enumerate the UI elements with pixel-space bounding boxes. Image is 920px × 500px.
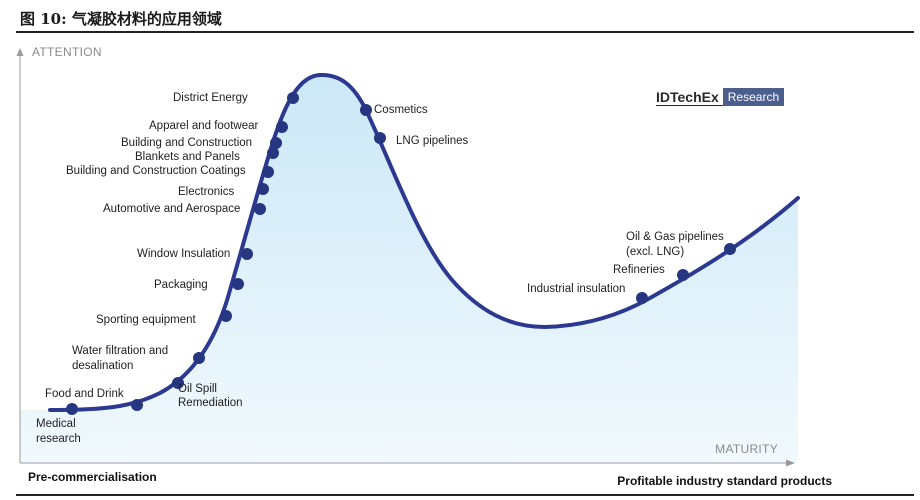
point-electronics: Electronics — [178, 183, 269, 198]
point-medical-research: Medical research — [36, 403, 81, 445]
point-label: Medical research — [36, 418, 81, 445]
point-label: District Energy — [173, 92, 248, 104]
point-water-filtration: Water filtration and desalination — [72, 345, 205, 372]
x-axis-arrow-icon — [786, 459, 795, 467]
point-marker — [677, 269, 689, 281]
point-label-line: Sporting equipment — [96, 314, 197, 326]
point-marker — [193, 352, 205, 364]
point-label-line: Remediation — [178, 397, 243, 409]
point-label-line: Refineries — [613, 264, 665, 276]
point-label-line: Oil Spill — [178, 383, 217, 395]
point-label: LNG pipelines — [396, 135, 468, 147]
point-marker — [257, 183, 269, 195]
logo-sub-text: Research — [722, 88, 785, 106]
point-building-construction: Building and Construction — [121, 137, 282, 149]
point-label-line: Building and Construction Coatings — [66, 165, 246, 177]
point-label-line: Automotive and Aerospace — [103, 203, 240, 215]
point-district-energy: District Energy — [173, 92, 299, 104]
y-axis-label: ATTENTION — [32, 45, 102, 59]
point-label: Apparel and footwear — [149, 120, 258, 132]
point-marker — [267, 147, 279, 159]
point-oil-spill-remediation: Oil Spill Remediation — [172, 377, 243, 409]
logo-main-text: IDTechEx — [656, 88, 723, 106]
point-marker — [232, 278, 244, 290]
point-label: Electronics — [178, 186, 234, 198]
point-label: Cosmetics — [374, 104, 428, 116]
idtechex-logo: IDTechEx Research — [656, 88, 785, 106]
point-marker — [287, 92, 299, 104]
point-marker — [131, 399, 143, 411]
point-label: Building and Construction — [121, 137, 252, 149]
point-food-and-drink: Food and Drink — [45, 388, 143, 411]
point-oil-gas-pipelines: Oil & Gas pipelines (excl. LNG) — [626, 231, 736, 258]
point-marker — [360, 104, 372, 116]
point-industrial-insulation: Industrial insulation — [527, 283, 648, 304]
point-label-line: Medical — [36, 418, 76, 430]
point-label-line: (excl. LNG) — [626, 246, 684, 258]
point-label: Packaging — [154, 279, 208, 291]
point-label: Food and Drink — [45, 388, 124, 400]
point-refineries: Refineries — [613, 264, 689, 281]
point-marker — [241, 248, 253, 260]
point-label-line: Industrial insulation — [527, 283, 625, 295]
point-label-line: Apparel and footwear — [149, 120, 258, 132]
footer-rule — [16, 494, 914, 496]
point-cosmetics: Cosmetics — [360, 104, 428, 116]
point-label-line: Water filtration and — [72, 345, 168, 357]
point-marker — [276, 121, 288, 133]
point-lng-pipelines: LNG pipelines — [374, 132, 468, 147]
point-marker — [724, 243, 736, 255]
point-label-line: Building and Construction — [121, 137, 252, 149]
point-automotive-aerospace: Automotive and Aerospace — [103, 203, 266, 215]
point-blankets-panels: Blankets and Panels — [135, 147, 279, 163]
point-marker — [66, 403, 78, 415]
header-rule — [16, 31, 914, 33]
x-axis-label: MATURITY — [715, 442, 778, 456]
point-label: Building and Construction Coatings — [66, 165, 246, 177]
footer-right-label: Profitable industry standard products — [617, 474, 832, 488]
point-marker — [220, 310, 232, 322]
point-packaging: Packaging — [154, 278, 244, 291]
point-label-line: research — [36, 433, 81, 445]
application-points: Medical research Food and Drink Oil Spill Re… — [36, 92, 736, 445]
y-axis: ATTENTION — [16, 45, 102, 463]
point-marker — [172, 377, 184, 389]
point-label-line: Electronics — [178, 186, 234, 198]
curve-area-fill — [20, 74, 798, 463]
point-label-line: District Energy — [173, 92, 248, 104]
point-label-line: LNG pipelines — [396, 135, 468, 147]
point-label: Oil & Gas pipelines (excl. LNG) — [626, 231, 724, 258]
point-label-line: Packaging — [154, 279, 208, 291]
point-label-line: Cosmetics — [374, 104, 428, 116]
point-label-line: Oil & Gas pipelines — [626, 231, 724, 243]
figure-header: 图 10: 气凝胶材料的应用领域 — [0, 0, 920, 33]
point-sporting-equipment: Sporting equipment — [96, 310, 232, 326]
point-window-insulation: Window Insulation — [137, 248, 253, 260]
point-label-line: Food and Drink — [45, 388, 124, 400]
point-label-line: Window Insulation — [137, 248, 230, 260]
point-label: Blankets and Panels — [135, 151, 240, 163]
point-marker — [262, 166, 274, 178]
point-label: Automotive and Aerospace — [103, 203, 240, 215]
y-axis-arrow-icon — [16, 48, 24, 56]
point-label-line: Blankets and Panels — [135, 151, 240, 163]
hype-curve — [48, 72, 800, 412]
point-marker — [636, 292, 648, 304]
point-label: Oil Spill Remediation — [178, 383, 243, 409]
point-label: Sporting equipment — [96, 314, 197, 326]
point-marker — [270, 137, 282, 149]
figure-title: 图 10: 气凝胶材料的应用领域 — [20, 10, 222, 28]
point-label: Industrial insulation — [527, 283, 625, 295]
footer-left-label: Pre-commercialisation — [28, 470, 157, 484]
point-label: Water filtration and desalination — [72, 345, 168, 372]
point-marker — [254, 203, 266, 215]
x-axis: MATURITY — [20, 442, 795, 467]
point-building-construction-coatings: Building and Construction Coatings — [66, 165, 274, 178]
point-apparel-footwear: Apparel and footwear — [149, 120, 288, 133]
point-marker — [374, 132, 386, 144]
point-label: Window Insulation — [137, 248, 230, 260]
point-label-line: desalination — [72, 360, 133, 372]
point-label: Refineries — [613, 264, 665, 276]
